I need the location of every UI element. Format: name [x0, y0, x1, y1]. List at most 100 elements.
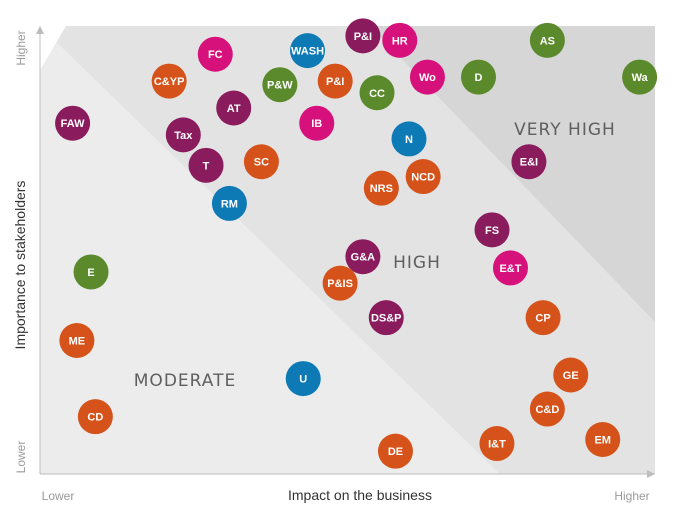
- data-point-d: D: [460, 59, 496, 95]
- data-point-de: DE: [377, 433, 413, 469]
- bubble-label: P&I: [354, 31, 372, 43]
- data-point-candd: C&D: [529, 391, 565, 427]
- x-tick-lower: Lower: [42, 489, 75, 503]
- data-point-me: ME: [59, 322, 95, 358]
- zone-labels: MODERATE HIGH VERY HIGH: [134, 120, 616, 391]
- data-point-e: E: [73, 254, 109, 290]
- data-point-wash: WASH: [290, 33, 326, 69]
- data-point-faw: FAW: [55, 105, 91, 141]
- data-point-as: AS: [529, 22, 565, 58]
- bubble: [216, 90, 252, 126]
- bubble: [188, 147, 224, 183]
- bubble: [345, 18, 381, 54]
- data-point-ganda: G&A: [345, 239, 381, 275]
- data-point-n: N: [391, 121, 427, 157]
- bubble-label: P&I: [326, 76, 344, 88]
- bubble-label: N: [405, 134, 413, 146]
- data-point-eandt: E&T: [492, 250, 528, 286]
- bubble-label: CC: [369, 88, 385, 100]
- data-point-t: T: [188, 147, 224, 183]
- bubble-label: P&IS: [327, 278, 353, 290]
- bubble-label: CP: [535, 313, 550, 325]
- bubble-label: ME: [69, 335, 86, 347]
- bubble-label: I&T: [488, 439, 506, 451]
- bubble-label: IB: [311, 118, 322, 130]
- data-point-fs: FS: [474, 212, 510, 248]
- data-point-nrs: NRS: [363, 170, 399, 206]
- data-point-cp: CP: [525, 300, 561, 336]
- data-point-eandi: E&I: [511, 144, 547, 180]
- bubble-label: DE: [388, 446, 403, 458]
- bubble-label: FAW: [61, 118, 85, 130]
- bubble: [359, 75, 395, 111]
- x-axis-arrow: [647, 470, 655, 478]
- bubble: [460, 59, 496, 95]
- bubble-label: FS: [485, 225, 499, 237]
- bubble: [290, 33, 326, 69]
- data-point-sc: SC: [243, 144, 279, 180]
- data-point-dsandp: DS&P: [368, 300, 404, 336]
- zone-label-moderate: MODERATE: [134, 371, 236, 391]
- bubble: [55, 105, 91, 141]
- data-point-pandis: P&IS: [322, 265, 358, 301]
- data-point-fc: FC: [197, 36, 233, 72]
- data-point-ib: IB: [299, 105, 335, 141]
- data-point-rm: RM: [211, 185, 247, 221]
- bubble: [243, 144, 279, 180]
- axes: [36, 26, 655, 478]
- bubble: [391, 121, 427, 157]
- bubble: [285, 361, 321, 397]
- data-point-iandt: I&T: [479, 426, 515, 462]
- bubble-label: E: [87, 267, 94, 279]
- x-tick-higher: Higher: [614, 489, 649, 503]
- bubble-label: FC: [208, 49, 223, 61]
- bubble: [211, 185, 247, 221]
- zone-label-very-high: VERY HIGH: [514, 120, 616, 140]
- data-point-tax: Tax: [165, 117, 201, 153]
- bubble-label: RM: [221, 198, 238, 210]
- bubble-label: G&A: [351, 252, 376, 264]
- data-point-cd: CD: [77, 399, 113, 435]
- bubble: [299, 105, 335, 141]
- bubble: [553, 357, 589, 393]
- bubble-label: P&W: [267, 80, 293, 92]
- bubble-label: U: [299, 374, 307, 386]
- data-points: P&I HR AS WASH FC C&YP P&W P&I Wo D Wa CC AT FAW IB Tax…: [55, 18, 658, 469]
- data-point-hr: HR: [382, 22, 418, 58]
- data-point-ncd: NCD: [405, 159, 441, 195]
- bubble-label: SC: [254, 157, 269, 169]
- bubble-label: Wa: [632, 72, 649, 84]
- bubble-label: AS: [540, 35, 555, 47]
- bubble: [529, 391, 565, 427]
- bubble-label: WASH: [291, 46, 324, 58]
- bubble-label: E&T: [499, 263, 521, 275]
- bubble: [368, 300, 404, 336]
- bubble: [77, 399, 113, 435]
- bubble: [382, 22, 418, 58]
- bubble-label: D: [475, 72, 483, 84]
- bubble-label: C&YP: [154, 76, 185, 88]
- bubble: [585, 422, 621, 458]
- bubble: [363, 170, 399, 206]
- data-point-em: EM: [585, 422, 621, 458]
- bubble-label: CD: [87, 412, 103, 424]
- bubble: [622, 59, 658, 95]
- bubble: [165, 117, 201, 153]
- bubble: [492, 250, 528, 286]
- zone-label-high: HIGH: [393, 253, 441, 273]
- bubble: [73, 254, 109, 290]
- data-point-ge: GE: [553, 357, 589, 393]
- axis-text: Impact on the business Importance to stak…: [12, 30, 650, 503]
- data-point-pandw: P&W: [262, 67, 298, 103]
- data-point-wa: Wa: [622, 59, 658, 95]
- bubble: [262, 67, 298, 103]
- y-tick-lower: Lower: [14, 441, 28, 474]
- y-tick-higher: Higher: [14, 30, 28, 65]
- x-axis-title: Impact on the business: [288, 487, 432, 503]
- bubble-label: Wo: [419, 72, 436, 84]
- bubble: [151, 63, 187, 99]
- bubble-label: NRS: [370, 183, 393, 195]
- bubble-label: HR: [392, 35, 408, 47]
- corner-notch: [40, 26, 66, 70]
